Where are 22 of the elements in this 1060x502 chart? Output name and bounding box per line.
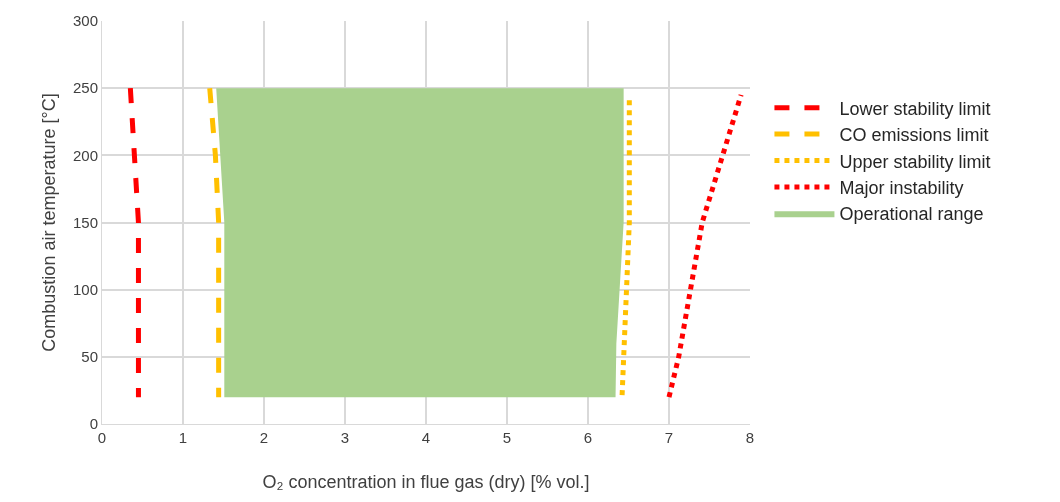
x-tick-label: 5 — [502, 429, 512, 446]
x-tick-label: 4 — [421, 429, 431, 446]
y-tick-label: 200 — [72, 146, 98, 164]
y-tick-label: 250 — [72, 79, 98, 97]
y-axis-title: Combustion air temperature [°C] — [39, 93, 60, 352]
legend-label: Operational range — [839, 204, 984, 225]
y-tick-label: 150 — [72, 213, 98, 231]
x-tick-label: 6 — [583, 429, 593, 446]
y-tick-label: 50 — [81, 348, 98, 366]
x-tick-label: 1 — [178, 429, 188, 446]
x-tick-label: 8 — [745, 429, 755, 446]
legend-label: CO emissions limit — [839, 125, 989, 146]
y-tick-label: 0 — [89, 415, 98, 433]
legend-label: Major instability — [839, 177, 964, 198]
x-tick-label: 3 — [340, 429, 350, 446]
x-tick-label: 2 — [259, 429, 269, 446]
legend-label: Upper stability limit — [839, 151, 991, 172]
legend-label: Lower stability limit — [839, 98, 991, 119]
x-tick-label: 7 — [664, 429, 674, 446]
y-tick-label: 100 — [72, 280, 98, 298]
x-axis-title: O₂ concentration in flue gas (dry) [% vol.] — [262, 472, 590, 492]
y-tick-label: 300 — [72, 12, 98, 30]
